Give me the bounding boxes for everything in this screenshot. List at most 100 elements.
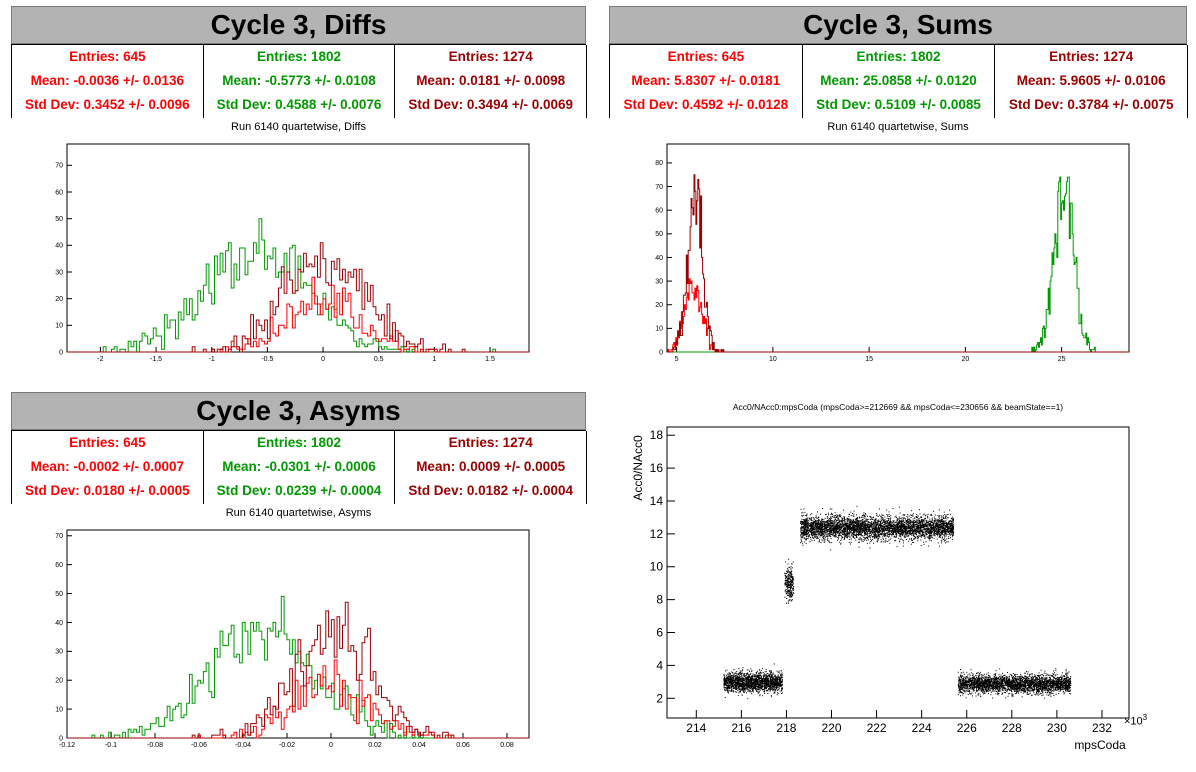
scatter-point	[804, 525, 806, 527]
scatter-point	[748, 678, 750, 680]
scatter-point	[746, 676, 748, 678]
scatter-point	[939, 521, 941, 523]
scatter-point	[793, 583, 794, 585]
scatter-point	[786, 591, 788, 593]
scatter-point	[746, 688, 748, 690]
scatter-point	[816, 530, 818, 532]
scatter-point	[857, 535, 859, 536]
scatter-point	[927, 531, 929, 533]
y-tick-label: 16	[650, 461, 664, 475]
scatter-point	[944, 528, 946, 530]
scatter-point	[787, 571, 789, 573]
scatter-point	[886, 528, 888, 530]
scatter-point	[763, 689, 765, 691]
scatter-point	[747, 680, 749, 682]
scatter-point	[830, 516, 832, 518]
scatter-point	[865, 538, 867, 540]
scatter-point	[781, 684, 783, 686]
scatter-point	[781, 679, 783, 681]
scatter-point	[738, 686, 740, 688]
scatter-point	[901, 534, 903, 535]
scatter-point	[871, 523, 873, 524]
scatter-point	[929, 518, 931, 520]
scatter-point	[766, 673, 768, 675]
scatter-point	[750, 678, 752, 680]
scatter-point	[771, 684, 773, 686]
scatter-point	[753, 685, 755, 687]
scatter-point	[858, 538, 860, 540]
scatter-point	[813, 534, 815, 536]
scatter-point	[784, 575, 786, 577]
scatter-point	[739, 675, 741, 677]
scatter-point	[758, 676, 759, 678]
scatter-point	[792, 581, 794, 583]
scatter-point	[744, 687, 746, 689]
scatter-point	[762, 677, 764, 679]
scatter-point	[877, 526, 879, 528]
diffs-stats: Entries: 645 Mean: -0.0036 +/- 0.0136 St…	[11, 44, 588, 118]
scatter-point	[872, 524, 874, 526]
scatter-point	[837, 525, 839, 527]
scatter-point	[734, 679, 736, 681]
scatter-point	[735, 678, 737, 680]
scatter-point	[858, 524, 860, 526]
scatter-point	[939, 519, 941, 521]
scatter-point	[751, 670, 752, 672]
scatter-point	[878, 527, 880, 529]
scatter-point	[792, 577, 794, 579]
scatter-point	[856, 530, 858, 532]
scatter-point	[947, 523, 948, 525]
scatter-point	[788, 558, 790, 560]
scatter-point	[789, 572, 791, 573]
scatter-point	[728, 681, 730, 683]
scatter-point	[883, 534, 885, 536]
scatter-point	[748, 675, 750, 677]
scatter-point	[816, 530, 818, 532]
scatter-point	[907, 526, 909, 528]
scatter-point	[769, 674, 771, 675]
scatter-point	[888, 511, 890, 513]
scatter-point	[885, 528, 887, 530]
scatter-point	[879, 527, 880, 529]
scatter-point	[743, 692, 745, 693]
scatter-point	[827, 521, 829, 523]
scatter-point	[739, 677, 741, 679]
scatter-point	[741, 679, 743, 681]
x-tick-label: 25	[1058, 356, 1066, 363]
scatter-point	[941, 520, 943, 522]
scatter-point	[939, 535, 941, 537]
scatter-point	[769, 685, 771, 687]
scatter-point	[885, 523, 886, 525]
scatter-point	[893, 524, 895, 525]
scatter-point	[948, 533, 950, 535]
scatter-point	[810, 517, 812, 519]
scatter-point	[761, 684, 763, 686]
scatter-point	[761, 681, 763, 682]
scatter-point	[726, 687, 728, 689]
scatter-point	[752, 675, 754, 677]
scatter-point	[854, 527, 855, 529]
scatter-point	[724, 681, 726, 683]
scatter-point	[870, 531, 872, 533]
scatter-point	[904, 533, 906, 535]
scatter-point	[787, 579, 789, 581]
scatter-point	[733, 678, 735, 680]
scatter-point	[753, 687, 755, 689]
scatter-point	[902, 542, 904, 544]
scatter-point	[729, 685, 730, 687]
scatter-point	[810, 522, 812, 524]
scatter-point	[734, 673, 736, 675]
scatter-point	[810, 523, 812, 525]
scatter-point	[768, 674, 770, 676]
scatter-point	[763, 691, 765, 693]
scatter-point	[868, 539, 870, 541]
scatter-point	[790, 566, 792, 568]
scatter-point	[745, 686, 747, 688]
scatter-point	[836, 515, 838, 517]
stat-mean: Mean: 25.0858 +/- 0.0120	[820, 73, 977, 88]
scatter-point	[801, 526, 803, 528]
scatter-point	[785, 573, 787, 575]
scatter-point	[764, 679, 766, 681]
stat-entries: Entries: 1802	[856, 49, 941, 64]
scatter-point	[850, 520, 852, 522]
